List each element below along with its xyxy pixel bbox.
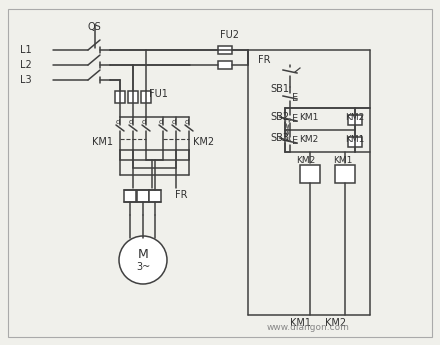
Bar — [149, 190, 161, 202]
Text: KM2: KM2 — [326, 318, 347, 328]
Text: d: d — [142, 119, 146, 125]
Text: KM1: KM1 — [290, 318, 312, 328]
Text: KM1: KM1 — [299, 112, 319, 121]
Bar — [335, 165, 355, 183]
Bar — [115, 91, 125, 103]
Bar — [137, 190, 149, 202]
Text: d: d — [129, 119, 133, 125]
Text: KM2: KM2 — [345, 112, 364, 121]
Text: KM2: KM2 — [296, 156, 315, 165]
Text: FR: FR — [175, 190, 187, 200]
Text: L1: L1 — [20, 45, 32, 55]
Text: 3~: 3~ — [136, 262, 150, 272]
Text: FR: FR — [258, 55, 271, 65]
Bar — [300, 165, 320, 183]
Text: KM2: KM2 — [193, 137, 214, 147]
Text: d: d — [185, 119, 189, 125]
Text: d: d — [159, 119, 163, 125]
Text: SB3: SB3 — [270, 133, 289, 143]
Text: M: M — [138, 247, 148, 260]
Text: FU2: FU2 — [220, 30, 239, 40]
Bar — [128, 91, 138, 103]
Text: L3: L3 — [20, 75, 32, 85]
Bar — [348, 115, 362, 125]
Text: SB2: SB2 — [270, 112, 289, 122]
Bar — [348, 137, 362, 147]
Bar — [141, 91, 151, 103]
Bar — [218, 61, 232, 69]
Circle shape — [119, 236, 167, 284]
Text: KM1: KM1 — [92, 137, 113, 147]
Text: www.diangon.com: www.diangon.com — [267, 323, 350, 332]
Text: KM2: KM2 — [299, 135, 318, 144]
Text: d: d — [172, 119, 176, 125]
Text: KM1: KM1 — [333, 156, 352, 165]
Text: KM1: KM1 — [345, 135, 364, 144]
Text: QS: QS — [87, 22, 101, 32]
Text: d: d — [116, 119, 120, 125]
Text: L2: L2 — [20, 60, 32, 70]
Text: SB1: SB1 — [270, 84, 289, 94]
Text: FU1: FU1 — [149, 89, 168, 99]
Bar — [218, 46, 232, 54]
Text: E: E — [292, 114, 298, 124]
Text: E: E — [292, 136, 298, 146]
Text: E: E — [292, 93, 298, 103]
Bar — [124, 190, 136, 202]
